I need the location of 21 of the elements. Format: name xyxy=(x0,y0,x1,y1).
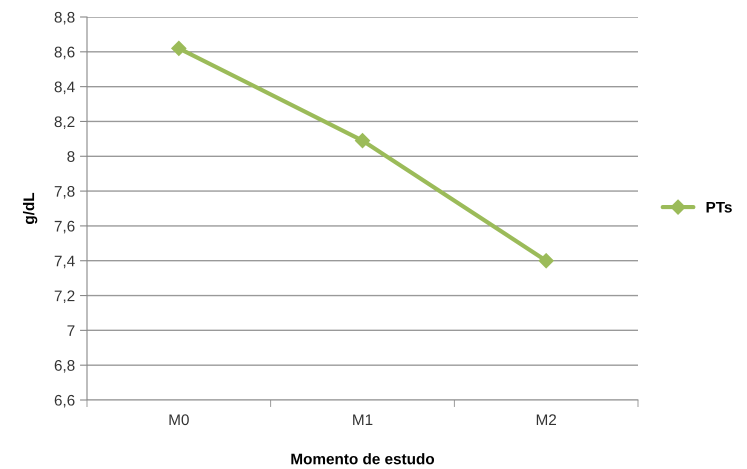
x-tick-label: M1 xyxy=(353,414,372,425)
y-tick-label: 6,8 xyxy=(54,360,75,373)
point xyxy=(171,40,186,56)
y-tick-label: 8 xyxy=(67,151,75,162)
y-tick-label: 7 xyxy=(67,325,74,336)
y-tick-label: 7,4 xyxy=(54,256,75,268)
point xyxy=(538,253,554,268)
y-tick-label: 7,2 xyxy=(54,290,74,304)
y-tick-label: 8,4 xyxy=(54,82,75,94)
point xyxy=(354,133,370,148)
y-tick-label: 8,6 xyxy=(54,46,75,60)
y-tick-label: 6,6 xyxy=(54,394,75,408)
y-tick-label: 8,2 xyxy=(54,116,74,129)
x-axis-title: Momento de estudo xyxy=(291,453,434,464)
y-axis-title: g/dL xyxy=(22,192,38,224)
y-tick-label: 7,8 xyxy=(54,186,75,199)
x-tick-label: M0 xyxy=(169,414,189,426)
x-tick-label: M2 xyxy=(536,414,556,425)
y-tick-label: 8,8 xyxy=(54,12,75,24)
y-tick-label: 7,6 xyxy=(54,220,75,234)
legend-label: PTs xyxy=(706,202,732,213)
